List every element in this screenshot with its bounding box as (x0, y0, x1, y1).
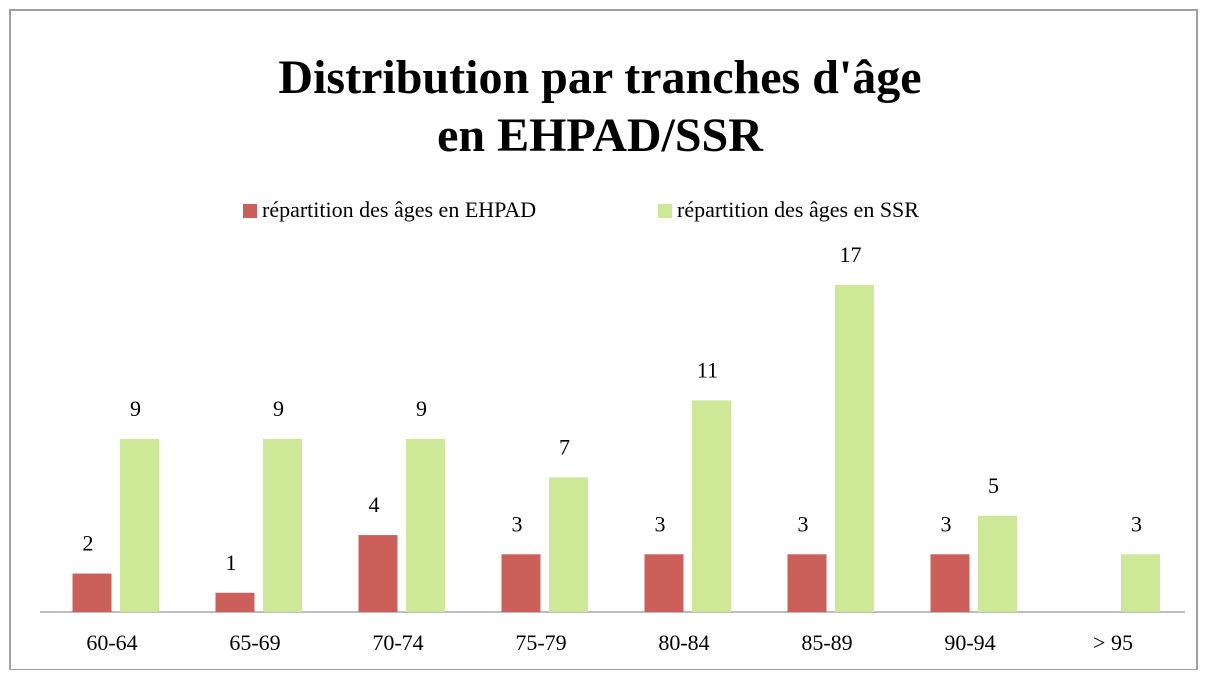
legend-label: répartition des âges en EHPAD (262, 197, 536, 222)
bar (692, 400, 731, 612)
data-label: 3 (798, 511, 809, 536)
legend-swatch (243, 204, 257, 218)
chart-title: en EHPAD/SSR (437, 109, 764, 162)
legend-swatch (658, 204, 672, 218)
legend-label: répartition des âges en SSR (677, 197, 919, 222)
data-label: 3 (655, 511, 666, 536)
bar (787, 554, 827, 612)
data-label: 3 (1131, 511, 1142, 536)
x-tick-label: 75-79 (515, 630, 566, 655)
bar (835, 285, 874, 612)
bar (120, 438, 159, 612)
data-label: 17 (840, 242, 862, 267)
data-label: 11 (697, 357, 718, 382)
data-label: 3 (941, 511, 952, 536)
x-tick-label: 85-89 (801, 630, 852, 655)
bar (930, 554, 970, 612)
bar (501, 554, 541, 612)
x-tick-label: 80-84 (658, 630, 709, 655)
data-label: 4 (369, 492, 380, 517)
x-tick-label: > 95 (1093, 630, 1133, 655)
chart-title: Distribution par tranches d'âge (278, 51, 921, 104)
bar (549, 477, 588, 612)
data-label: 3 (512, 511, 523, 536)
data-label: 9 (273, 396, 284, 421)
data-label: 2 (83, 531, 94, 556)
data-label: 9 (130, 396, 141, 421)
bar (263, 438, 302, 612)
x-tick-label: 70-74 (372, 630, 423, 655)
x-tick-label: 90-94 (944, 630, 995, 655)
data-label: 5 (988, 473, 999, 498)
bar (978, 515, 1017, 612)
data-label: 9 (416, 396, 427, 421)
bar (644, 554, 684, 612)
x-tick-label: 65-69 (229, 630, 280, 655)
bar (1121, 554, 1160, 612)
bar (72, 573, 112, 612)
bar (358, 535, 398, 612)
x-tick-label: 60-64 (86, 630, 137, 655)
bar (406, 438, 445, 612)
data-label: 1 (226, 550, 237, 575)
data-label: 7 (559, 434, 570, 459)
bar (215, 592, 255, 612)
